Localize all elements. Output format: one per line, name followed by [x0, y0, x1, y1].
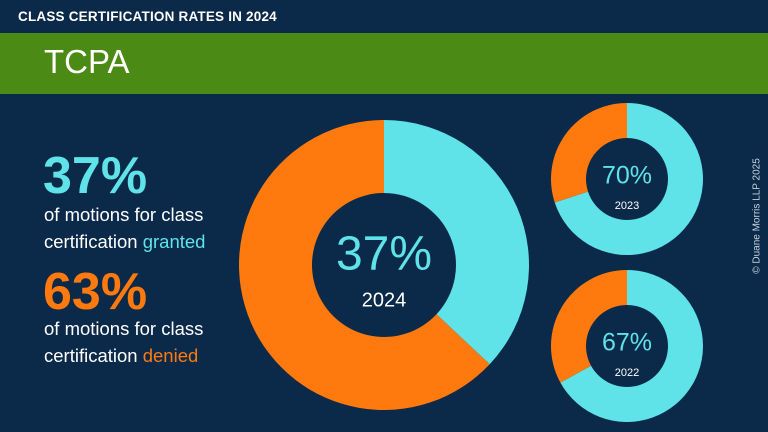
denied-prefix: certification [44, 345, 143, 366]
copyright-notice: © Duane Morris LLP 2025 [751, 158, 763, 274]
donut-slice-denied [551, 103, 627, 203]
donut-percentage-label: 67% [602, 329, 652, 357]
donut-year-label: 2024 [362, 289, 407, 311]
denied-percentage: 63% [43, 263, 148, 321]
granted-percentage: 37% [43, 147, 148, 205]
category-banner: TCPA [0, 33, 768, 94]
donut-slice-denied [239, 120, 490, 410]
granted-description-line1: of motions for class [44, 204, 204, 225]
granted-description-line2: certification granted [44, 231, 206, 252]
denied-description-line2: certification denied [44, 345, 199, 366]
denied-word: denied [142, 345, 199, 366]
donut-year-label: 2022 [615, 367, 639, 379]
donut-year-label: 2023 [615, 200, 639, 212]
donut-chart-2023: 70% 2023 [551, 103, 703, 255]
donut-slice-granted [554, 103, 703, 255]
donut-chart-2024: 37% 2024 [239, 120, 529, 410]
granted-prefix: certification [44, 231, 143, 252]
donut-percentage-label: 70% [602, 162, 652, 190]
donut-chart-2022: 67% 2022 [551, 270, 703, 422]
page-title: CLASS CERTIFICATION RATES IN 2024 [18, 9, 277, 24]
donut-slice-granted [384, 120, 529, 365]
denied-description-line1: of motions for class [44, 318, 204, 339]
donut-slice-granted [560, 270, 703, 422]
banner-title: TCPA [44, 43, 130, 80]
donut-percentage-label: 37% [336, 228, 432, 281]
donut-slice-denied [551, 270, 627, 383]
granted-word: granted [142, 231, 206, 252]
